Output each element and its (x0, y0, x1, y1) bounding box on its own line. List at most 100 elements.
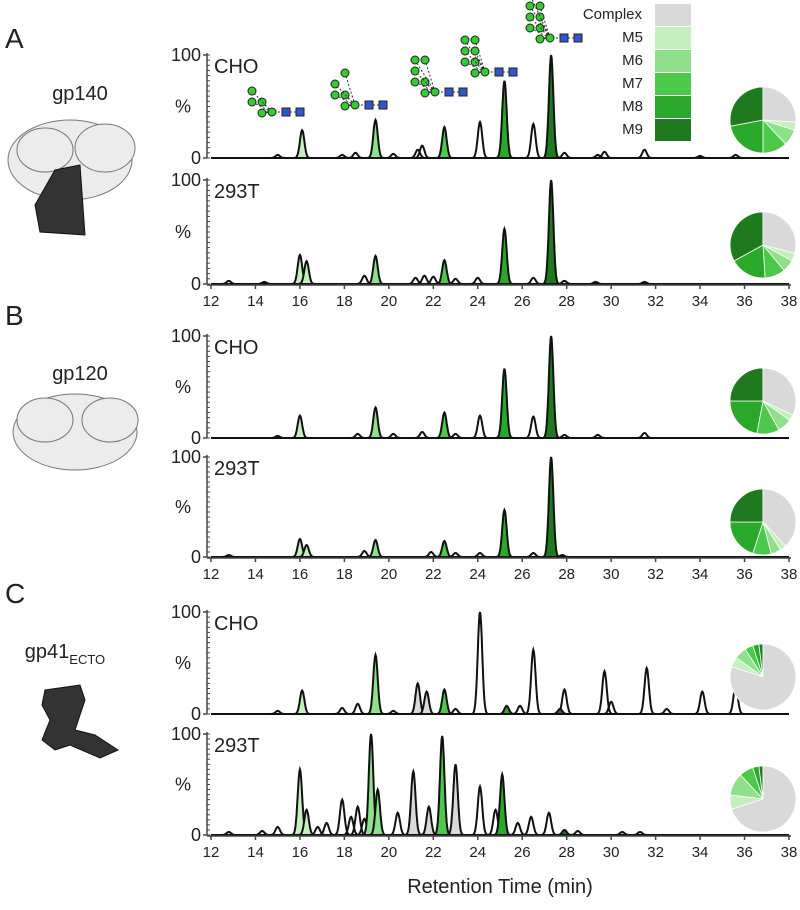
glycan-mannose (460, 35, 470, 45)
x-tick-label: 32 (647, 844, 664, 861)
shaded-peak (495, 368, 514, 439)
glycan-mannose (410, 55, 420, 65)
peak (388, 811, 407, 836)
x-tick-label: 30 (603, 293, 620, 310)
glycan-mannose (470, 35, 480, 45)
glycan-mannose (430, 87, 440, 97)
glycan-mannose (247, 86, 257, 96)
x-tick-label: 12 (203, 566, 220, 583)
legend-label: M6 (622, 52, 643, 69)
y-tick-label: 100 (171, 326, 201, 346)
x-tick-label: 38 (781, 293, 798, 310)
shaded-peak (542, 456, 561, 558)
pie-slice (729, 211, 764, 262)
y-tick-label: 0 (191, 274, 201, 294)
x-tick-label: 38 (781, 844, 798, 861)
glycan-mannose (470, 46, 480, 56)
x-tick-label: 28 (558, 844, 575, 861)
x-tick-label: 14 (247, 844, 264, 861)
glycan-glcnac (281, 107, 291, 117)
glycan-glcnac (494, 67, 504, 77)
x-tick-label: 26 (514, 293, 531, 310)
chart-label: CHO (214, 56, 258, 78)
y-unit: % (175, 97, 191, 117)
glycan-icon (330, 68, 388, 111)
chart-label: 293T (214, 458, 260, 480)
pie-slice (762, 86, 797, 123)
peak (540, 811, 558, 836)
peak (348, 702, 367, 715)
y-unit: % (175, 222, 191, 242)
x-tick-label: 38 (781, 566, 798, 583)
glycan-mannose (257, 97, 267, 107)
pie-slice (729, 521, 764, 554)
x-tick-label: 20 (381, 293, 398, 310)
x-tick-label: 12 (203, 844, 220, 861)
glycan-link (344, 72, 356, 106)
x-tick-label: 12 (203, 293, 220, 310)
legend-label: Complex (583, 6, 643, 23)
x-tick-label: 26 (514, 844, 531, 861)
glycan-glcnac (295, 107, 305, 117)
glycan-glcnac (573, 33, 583, 43)
glycan-icon (247, 86, 305, 118)
x-tick-label: 20 (381, 844, 398, 861)
glycan-mannose (480, 67, 490, 77)
glycan-mannose (420, 77, 430, 87)
glycan-link (251, 90, 273, 113)
shaded-peak (366, 253, 385, 285)
shaded-peak (366, 651, 385, 715)
glycan-mannose (247, 97, 257, 107)
glycan-glcnac (559, 33, 569, 43)
protein-c (41, 684, 120, 759)
x-tick-label: 34 (692, 844, 709, 861)
pie-slice (762, 488, 797, 547)
x-tick-label: 18 (336, 293, 353, 310)
chart-label: 293T (214, 735, 260, 757)
x-tick-label: 34 (692, 566, 709, 583)
glycan-icon (460, 35, 518, 78)
glycan-mannose (350, 100, 360, 110)
shaded-peak (495, 507, 514, 558)
shaded-peak (542, 179, 561, 285)
shaded-peak (366, 538, 385, 558)
x-tick-label: 22 (425, 844, 442, 861)
y-unit: % (175, 377, 191, 397)
glycan-glcnac (508, 67, 518, 77)
glycan-mannose (460, 57, 470, 67)
glycan-mannose (340, 101, 350, 111)
peak (635, 148, 654, 159)
peak (470, 611, 490, 715)
glycan-link (474, 39, 486, 73)
shaded-peak (420, 804, 438, 836)
shaded-peak (293, 688, 311, 715)
x-tick-label: 32 (647, 293, 664, 310)
glycan-link (529, 16, 551, 39)
x-tick-label: 18 (336, 566, 353, 583)
x-tick-label: 32 (647, 566, 664, 583)
panel-letter: A (5, 23, 24, 54)
x-tick-label: 26 (514, 566, 531, 583)
legend-swatch (655, 27, 691, 49)
protein-label: gp120 (52, 363, 108, 385)
peak (471, 413, 489, 439)
x-tick-label: 24 (469, 844, 486, 861)
legend-swatch (655, 96, 691, 118)
peak (524, 415, 543, 439)
shaded-peak (495, 225, 514, 285)
glycan-mannose (410, 66, 420, 76)
y-tick-label: 0 (191, 704, 201, 724)
y-tick-label: 0 (191, 547, 201, 567)
glycan-mannose (545, 33, 555, 43)
shaded-peak (435, 125, 454, 159)
x-tick-label: 16 (292, 566, 309, 583)
x-tick-label: 22 (425, 293, 442, 310)
glycan-mannose (525, 12, 535, 22)
glycan-link (414, 59, 436, 93)
glycan-mannose (267, 107, 277, 117)
peak (522, 815, 540, 836)
shaded-peak (435, 410, 454, 439)
chart-label: CHO (214, 613, 258, 635)
pie-slice (731, 765, 797, 833)
legend-label: M5 (622, 29, 643, 46)
